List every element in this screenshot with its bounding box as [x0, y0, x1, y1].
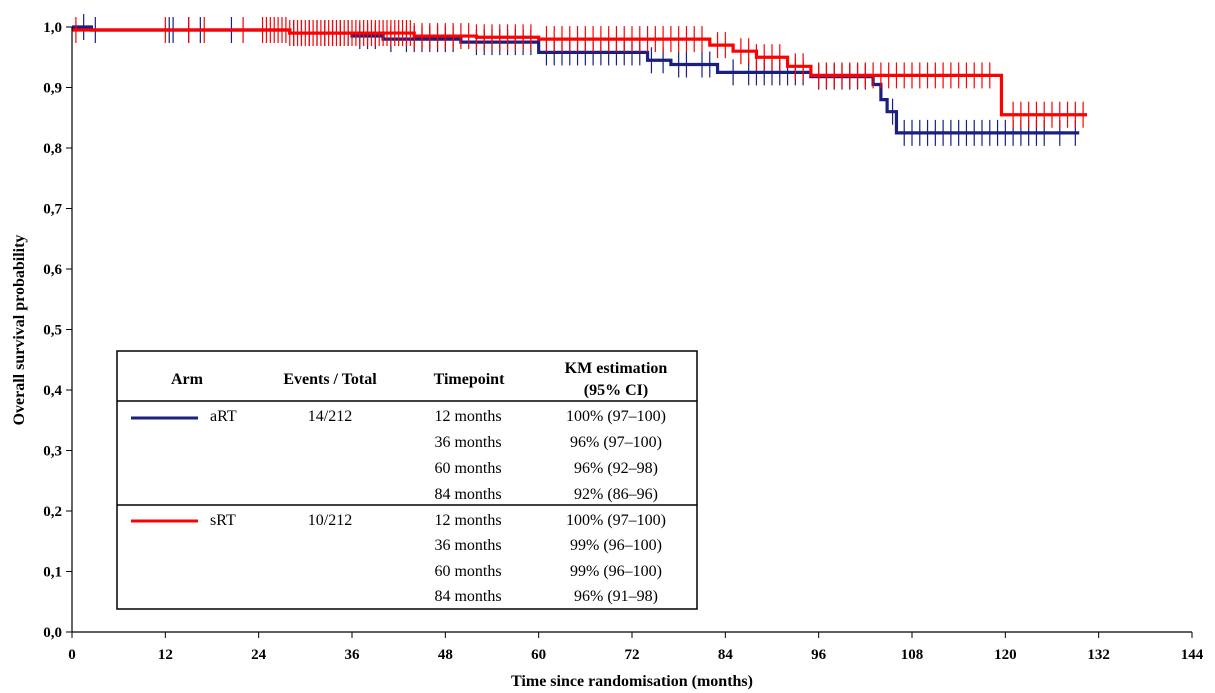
x-tick-label: 72	[625, 647, 640, 663]
art-timepoint-2: 36 months	[434, 434, 501, 451]
header-ci: (95% CI)	[584, 382, 648, 399]
art-events: 14/212	[308, 408, 352, 425]
y-tick-label: 0,4	[43, 383, 62, 399]
table-border	[116, 350, 698, 610]
art-km-1: 100% (97–100)	[566, 408, 666, 425]
x-tick-label: 108	[901, 647, 924, 663]
y-tick-label: 0,7	[43, 202, 62, 218]
y-tick-label: 0,9	[43, 81, 62, 97]
x-tick-label: 132	[1087, 647, 1110, 663]
srt-km-4: 96% (91–98)	[574, 588, 658, 605]
header-km-estimation: KM estimation	[565, 360, 668, 377]
x-tick-label: 12	[158, 647, 173, 663]
y-axis-title: Overall survival probability	[11, 235, 28, 426]
srt-km-1: 100% (97–100)	[566, 512, 666, 529]
header-events-total: Events / Total	[283, 371, 377, 388]
srt-events: 10/212	[308, 512, 352, 529]
y-tick-label: 0,2	[43, 504, 62, 520]
summary-table: Arm Events / Total Timepoint KM estimati…	[116, 350, 698, 610]
y-tick-label: 0,5	[43, 323, 62, 339]
x-tick-label: 24	[251, 647, 267, 663]
y-tick-label: 0,6	[43, 262, 62, 278]
x-axis-title: Time since randomisation (months)	[511, 673, 753, 690]
art-arm-label: aRT	[210, 408, 237, 425]
srt-timepoint-4: 84 months	[434, 588, 501, 605]
y-tick-label: 0,1	[43, 565, 62, 581]
art-km-2: 96% (97–100)	[570, 434, 662, 451]
srt-km-2: 99% (96–100)	[570, 537, 662, 554]
y-tick-label: 0,0	[43, 625, 62, 641]
header-arm: Arm	[171, 371, 204, 388]
srt-arm-label: sRT	[210, 512, 236, 529]
art-timepoint-4: 84 months	[434, 486, 501, 503]
x-tick-label: 60	[531, 647, 546, 663]
srt-timepoint-3: 60 months	[434, 563, 501, 580]
art-km-3: 96% (92–98)	[574, 460, 658, 477]
srt-timepoint-1: 12 months	[434, 512, 501, 529]
axes-layer: 0 12 24 36 48 60 72 84 96 108 120 132 144 0,0 0,1 0,2 0,…	[43, 20, 1204, 663]
header-timepoint: Timepoint	[434, 371, 506, 388]
art-timepoint-3: 60 months	[434, 460, 501, 477]
art-timepoint-1: 12 months	[434, 408, 501, 425]
srt-km-3: 99% (96–100)	[570, 563, 662, 580]
x-tick-label: 96	[811, 647, 827, 663]
y-tick-label: 1,0	[43, 20, 62, 36]
x-tick-label: 84	[718, 647, 734, 663]
x-tick-label: 120	[994, 647, 1017, 663]
x-tick-label: 144	[1181, 647, 1204, 663]
x-tick-label: 0	[68, 647, 76, 663]
y-tick-label: 0,8	[43, 141, 62, 157]
x-tick-label: 48	[438, 647, 453, 663]
y-tick-label: 0,3	[43, 444, 62, 460]
x-tick-label: 36	[345, 647, 361, 663]
art-km-4: 92% (86–96)	[574, 486, 658, 503]
curves-layer	[72, 14, 1087, 146]
srt-timepoint-2: 36 months	[434, 537, 501, 554]
